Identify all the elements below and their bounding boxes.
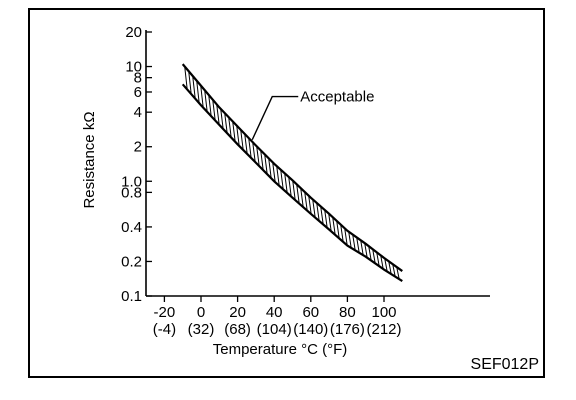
band-hatch-line bbox=[288, 176, 292, 197]
band-hatch-line bbox=[216, 104, 220, 125]
y-tick-label: 0.8 bbox=[121, 184, 142, 201]
band-hatch-line bbox=[320, 206, 324, 225]
x-tick-label-celsius: 0 bbox=[197, 304, 205, 321]
y-tick-label: 1.0 bbox=[121, 173, 142, 190]
lower-limit-curve bbox=[181, 83, 403, 282]
y-tick-label: 10 bbox=[125, 59, 142, 76]
band-hatch-line bbox=[332, 217, 336, 235]
upper-limit-curve bbox=[181, 63, 403, 272]
band-hatch-line bbox=[344, 228, 348, 246]
band-hatch-line bbox=[360, 240, 364, 256]
band-hatch-line bbox=[252, 142, 256, 163]
band-hatch-line bbox=[380, 255, 384, 270]
band-hatch-line bbox=[208, 94, 212, 117]
y-tick-label: 20 bbox=[125, 24, 142, 41]
band-hatch-line bbox=[188, 71, 192, 95]
acceptable-band bbox=[181, 63, 403, 282]
band-hatch-line bbox=[184, 66, 188, 90]
band-hatch-line bbox=[256, 146, 260, 167]
band-hatch-line bbox=[368, 246, 372, 261]
annotation-leader-line bbox=[251, 95, 299, 141]
x-tick-label-celsius: 100 bbox=[371, 304, 396, 321]
y-axis-title: Resistance kΩ bbox=[81, 111, 98, 208]
band-hatch-line bbox=[200, 85, 204, 108]
band-hatch-line bbox=[264, 154, 268, 175]
figure-code: SEF012P bbox=[470, 356, 539, 373]
x-tick-label-celsius: 80 bbox=[339, 304, 356, 321]
band-hatch-line bbox=[336, 220, 340, 239]
band-hatch-line bbox=[392, 264, 396, 277]
band-hatch-line bbox=[356, 237, 360, 253]
x-axis: -20(-4) 0(32) 20(68) 40(104) 60(140) 80(176) 1… bbox=[146, 295, 490, 338]
band-hatch-line bbox=[204, 90, 208, 112]
x-tick-label-fahrenheit: (140) bbox=[293, 321, 328, 338]
band-hatch-line bbox=[384, 258, 388, 272]
band-hatch-line bbox=[324, 209, 328, 228]
band-hatch-line bbox=[304, 191, 308, 211]
y-tick-label: 8 bbox=[134, 70, 142, 87]
figure-frame: 20 10 8 6 4 2 1.0 0.8 0.4 0.2 0.1 -20 (-4) 0 (32) 20 (6… bbox=[28, 8, 545, 378]
x-axis-title: Temperature °C (°F) bbox=[213, 341, 348, 358]
band-hatch-line bbox=[248, 137, 252, 159]
band-hatch-line bbox=[224, 113, 228, 134]
band-hatch-line bbox=[280, 169, 284, 190]
band-hatch-line bbox=[276, 165, 280, 186]
x-tick-label-celsius: 60 bbox=[302, 304, 319, 321]
band-hatch-line bbox=[300, 187, 304, 208]
band-hatch-line bbox=[372, 249, 376, 264]
y-tick-label: 0.2 bbox=[121, 253, 142, 270]
band-hatch-line bbox=[376, 252, 380, 267]
x-tick-label-celsius: 40 bbox=[266, 304, 283, 321]
band-hatch-line bbox=[348, 231, 352, 248]
x-tick-label-fahrenheit: (68) bbox=[224, 321, 251, 338]
y-tick-label: 6 bbox=[134, 84, 142, 101]
band-hatch-line bbox=[292, 180, 296, 201]
band-hatch-line bbox=[228, 117, 232, 138]
band-hatch-line bbox=[312, 199, 316, 218]
y-tick-label: 2 bbox=[134, 139, 142, 156]
y-tick-label: 0.1 bbox=[121, 288, 142, 305]
x-tick-label-fahrenheit: (176) bbox=[330, 321, 365, 338]
band-hatch-line bbox=[220, 108, 224, 130]
band-hatch-line bbox=[388, 261, 392, 275]
band-hatch-line bbox=[196, 80, 200, 104]
band-hatch-line bbox=[296, 184, 300, 204]
band-hatch-line bbox=[236, 125, 240, 146]
band-hatch-line bbox=[244, 133, 248, 155]
x-tick-label-fahrenheit: (104) bbox=[257, 321, 292, 338]
band-hatch-line bbox=[240, 129, 244, 151]
band-hatch-line bbox=[316, 202, 320, 222]
band-hatch-line bbox=[212, 99, 216, 121]
x-tick-label-fahrenheit: (212) bbox=[366, 321, 401, 338]
band-hatch-line bbox=[272, 162, 276, 183]
band-hatch-line bbox=[308, 195, 312, 215]
band-hatch-line bbox=[340, 224, 344, 242]
band-hatch-line bbox=[364, 243, 368, 258]
band-hatch-line bbox=[328, 213, 332, 232]
x-tick-label-fahrenheit: (32) bbox=[188, 321, 215, 338]
y-tick-label: 4 bbox=[134, 104, 142, 121]
annotation-label: Acceptable bbox=[300, 89, 374, 106]
x-tick-label-celsius: -20 bbox=[154, 304, 176, 321]
band-hatch-line bbox=[284, 173, 288, 193]
x-tick-label-fahrenheit: (-4) bbox=[153, 321, 176, 338]
annotation: Acceptable bbox=[251, 89, 374, 141]
band-hatch-line bbox=[192, 75, 196, 99]
band-fill bbox=[182, 64, 403, 282]
y-tick-label: 0.4 bbox=[121, 219, 142, 236]
band-hatch-line bbox=[260, 150, 264, 171]
band-hatch-line bbox=[396, 266, 400, 280]
band-hatch-line bbox=[268, 158, 272, 179]
band-hatch-line bbox=[232, 121, 236, 142]
x-tick-label-celsius: 20 bbox=[229, 304, 246, 321]
band-hatch-line bbox=[352, 234, 356, 251]
